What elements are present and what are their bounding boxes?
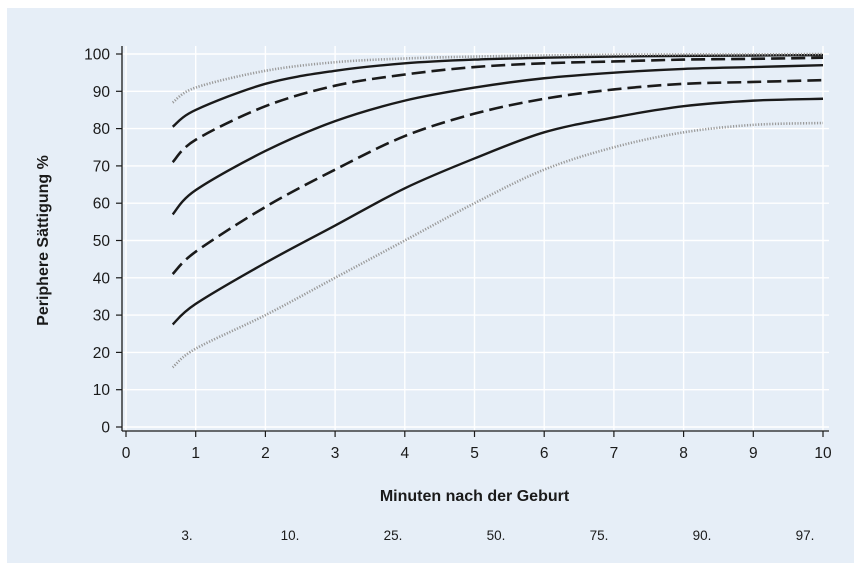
x-tick-label-1: 1 bbox=[191, 445, 200, 462]
series-line-4 bbox=[171, 63, 824, 216]
y-tick-label-20: 20 bbox=[93, 345, 111, 362]
y-tick-label-0: 0 bbox=[101, 420, 110, 437]
series-line-7 bbox=[171, 52, 824, 104]
x-tick-label-6: 6 bbox=[540, 445, 549, 462]
x-tick-label-3: 3 bbox=[331, 445, 340, 462]
y-tick-label-80: 80 bbox=[93, 121, 111, 138]
y-tick-label-30: 30 bbox=[93, 308, 111, 325]
y-tick-label-60: 60 bbox=[93, 196, 111, 213]
y-tick-label-40: 40 bbox=[93, 270, 111, 287]
grid bbox=[122, 46, 829, 431]
percentile-label-2: 10. bbox=[281, 528, 300, 543]
x-tick-label-8: 8 bbox=[679, 445, 688, 462]
percentile-label-5: 75. bbox=[590, 528, 609, 543]
y-tick-label-10: 10 bbox=[93, 382, 111, 399]
axes: 0 10 20 30 40 50 60 70 80 90 100 0 1 2 3 4 5 6 7 8 9 10 bbox=[84, 46, 832, 462]
percentile-label-7: 97. bbox=[796, 528, 815, 543]
series-line-5 bbox=[171, 56, 824, 164]
x-tick-label-9: 9 bbox=[749, 445, 758, 462]
series-line-2 bbox=[171, 97, 824, 326]
y-tick-label-70: 70 bbox=[93, 158, 111, 175]
y-tick-label-90: 90 bbox=[93, 84, 111, 101]
percentile-label-1: 3. bbox=[181, 528, 192, 543]
percentile-label-3: 25. bbox=[384, 528, 403, 543]
y-tick-label-50: 50 bbox=[93, 233, 111, 250]
x-tick-label-5: 5 bbox=[470, 445, 479, 462]
series-line-6 bbox=[171, 53, 824, 128]
y-tick-label-100: 100 bbox=[84, 47, 110, 64]
chart: 0 10 20 30 40 50 60 70 80 90 100 0 1 2 3 4 5 6 7 8 9 10 3. 10.… bbox=[35, 46, 832, 543]
chart-figure: 0 10 20 30 40 50 60 70 80 90 100 0 1 2 3 4 5 6 7 8 9 10 3. 10.… bbox=[7, 8, 854, 563]
x-tick-label-4: 4 bbox=[400, 445, 409, 462]
percentile-label-6: 90. bbox=[693, 528, 712, 543]
labels-group: 3. 10. 25. 50. 75. 90. 97. bbox=[181, 528, 814, 543]
x-tick-label-7: 7 bbox=[610, 445, 619, 462]
x-axis-title: Minuten nach der Geburt bbox=[380, 488, 570, 505]
y-axis-title: Periphere Sättigung % bbox=[35, 155, 52, 326]
series-line-1 bbox=[171, 121, 824, 369]
x-tick-label-0: 0 bbox=[122, 445, 131, 462]
x-tick-label-10: 10 bbox=[814, 445, 832, 462]
x-tick-label-2: 2 bbox=[261, 445, 270, 462]
series-line-3 bbox=[171, 78, 824, 276]
series-group bbox=[171, 52, 824, 369]
percentile-label-4: 50. bbox=[487, 528, 506, 543]
